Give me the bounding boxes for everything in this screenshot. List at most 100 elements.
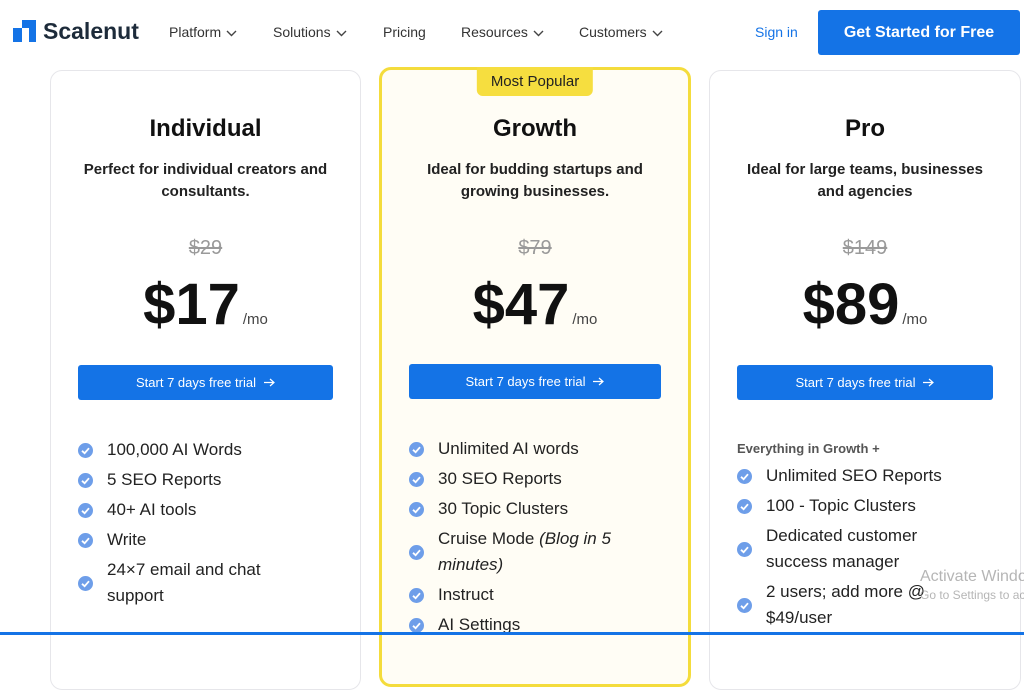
navbar: Scalenut Platform Solutions Pricing Resourc… — [0, 0, 1024, 64]
price-period: /mo — [242, 311, 268, 328]
check-icon — [409, 544, 424, 560]
feature: Write — [78, 527, 318, 553]
chevron — [336, 30, 347, 37]
chevron — [652, 30, 663, 37]
watermark-title: Activate Windows — [920, 568, 1024, 585]
price-amount: $47 — [472, 272, 570, 337]
price: $47/mo — [382, 271, 688, 338]
old-price: $149 — [842, 237, 888, 259]
feature-text: 2 users; add more @ $49/user — [766, 582, 925, 627]
feature: 100,000 AI Words — [78, 437, 318, 463]
price-amount: $89 — [802, 272, 900, 337]
feature-text: AI Settings — [438, 615, 521, 634]
check-icon — [409, 441, 424, 457]
nav-item[interactable]: Solutions — [273, 24, 347, 40]
feature-list: 100,000 AI Words 5 SEO Reports 40+ AI tool… — [78, 437, 318, 613]
check-icon — [78, 472, 93, 488]
feature: 24×7 email and chat support — [78, 557, 318, 609]
feature-text: Dedicated customer success manager — [766, 526, 918, 571]
feature: 30 Topic Clusters — [409, 496, 649, 522]
nav-label: Solutions — [273, 24, 331, 40]
feature: 30 SEO Reports — [409, 466, 649, 492]
plan-card: Individual Perfect for individual creator… — [50, 70, 361, 690]
check-icon — [78, 575, 93, 591]
price-period: /mo — [572, 311, 598, 328]
feature-text: Unlimited SEO Reports — [766, 466, 942, 485]
feature: AI Settings — [409, 612, 649, 638]
cta-button[interactable]: Get Started for Free — [818, 10, 1020, 55]
features-heading: Everything in Growth + — [737, 441, 880, 456]
feature-list: Unlimited SEO Reports 100 - Topic Cluster… — [737, 463, 977, 635]
plan-description: Perfect for individual creators and cons… — [83, 161, 328, 200]
arrow-icon — [593, 377, 605, 386]
feature-text: 40+ AI tools — [107, 500, 197, 519]
feature-text: Cruise Mode (Blog in 5 minutes) — [438, 526, 628, 578]
feature: Instruct — [409, 582, 649, 608]
check-icon — [78, 442, 93, 458]
plan-card: Pro Ideal for large teams, businesses and… — [709, 70, 1021, 690]
price: $89/mo — [710, 271, 1020, 338]
feature: Dedicated customer success manager — [737, 523, 977, 575]
price: $17/mo — [51, 271, 360, 338]
old-price: $79 — [518, 237, 552, 259]
feature-label: Cruise Mode — [438, 529, 535, 548]
nav-label: Resources — [461, 24, 528, 40]
trial-button[interactable]: Start 7 days free trial — [737, 365, 993, 400]
nav-item[interactable]: Platform — [169, 24, 237, 40]
plan-name: Pro — [844, 115, 885, 142]
plan-card: Most Popular Growth Ideal for budding star… — [379, 67, 691, 687]
check-icon — [409, 617, 424, 633]
plan-name: Growth — [493, 115, 577, 142]
price-amount: $17 — [143, 272, 240, 337]
nav-item[interactable]: Customers — [579, 24, 663, 40]
nav-label: Customers — [579, 24, 647, 40]
feature: 100 - Topic Clusters — [737, 493, 977, 519]
check-icon — [737, 498, 752, 514]
nav-label: Platform — [169, 24, 222, 40]
feature-text: Write — [107, 530, 147, 549]
feature: Unlimited SEO Reports — [737, 463, 977, 489]
sign-in[interactable]: Sign in — [755, 24, 798, 40]
trial-label: Start 7 days free trial — [136, 375, 256, 390]
nav-label: Pricing — [383, 24, 426, 40]
feature-text: 24×7 email and chat support — [107, 560, 261, 605]
check-icon — [78, 502, 93, 518]
check-icon — [737, 468, 752, 484]
price-period: /mo — [902, 311, 928, 328]
badge: Most Popular — [476, 67, 594, 96]
watermark: Activate Windows Go to Settings to activ… — [920, 568, 1024, 602]
feature-text: Instruct — [438, 585, 494, 604]
plan-description: Ideal for large teams, businesses and ag… — [747, 161, 983, 200]
feature-text: Unlimited AI words — [438, 439, 579, 458]
nav-item[interactable]: Resources — [461, 24, 544, 40]
check-icon — [409, 501, 424, 517]
feature-text: 30 Topic Clusters — [438, 499, 569, 518]
chevron — [226, 30, 237, 37]
check-icon — [737, 541, 752, 557]
feature-text: 100 - Topic Clusters — [766, 496, 916, 515]
logo-icon — [13, 20, 36, 42]
feature: Cruise Mode (Blog in 5 minutes) — [409, 526, 649, 578]
old-price: $29 — [188, 237, 223, 259]
check-icon — [409, 471, 424, 487]
trial-button[interactable]: Start 7 days free trial — [78, 365, 333, 400]
feature-text: 100,000 AI Words — [107, 440, 242, 459]
check-icon — [737, 597, 752, 613]
trial-label: Start 7 days free trial — [465, 374, 586, 389]
arrow-icon — [263, 378, 275, 387]
check-icon — [78, 532, 93, 548]
nav-item[interactable]: Pricing — [383, 24, 426, 40]
feature-text: 5 SEO Reports — [107, 470, 222, 489]
trial-button[interactable]: Start 7 days free trial — [409, 364, 661, 399]
feature-text: 30 SEO Reports — [438, 469, 562, 488]
feature: 5 SEO Reports — [78, 467, 318, 493]
check-icon — [409, 587, 424, 603]
feature: 40+ AI tools — [78, 497, 318, 523]
chevron — [533, 30, 544, 37]
plan-name: Individual — [149, 115, 262, 142]
arrow-icon — [923, 378, 935, 387]
brand[interactable]: Scalenut — [43, 18, 139, 44]
feature-list: Unlimited AI words 30 SEO Reports 30 Topic… — [409, 436, 649, 642]
trial-label: Start 7 days free trial — [795, 375, 916, 390]
